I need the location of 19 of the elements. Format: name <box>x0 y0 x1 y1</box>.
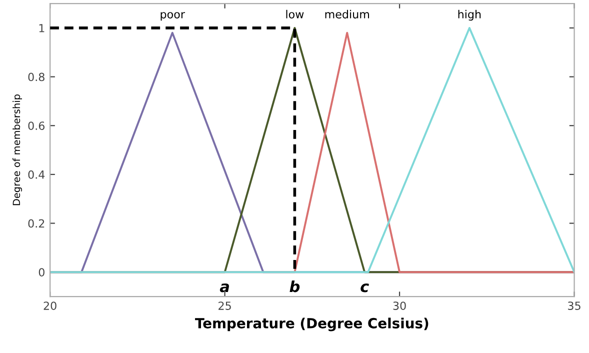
series-label: low <box>286 10 304 18</box>
series-label: poor <box>160 12 185 21</box>
y-tick-label: 0.8 <box>28 72 44 82</box>
series-label: high <box>458 10 481 21</box>
y-tick-label: 1 <box>39 24 44 32</box>
series-label: medium <box>325 10 370 18</box>
y-tick-label: 0.4 <box>28 170 45 179</box>
y-tick-label: 0.2 <box>28 219 44 228</box>
x-axis-title: Temperature (Degree Celsius) <box>195 318 428 332</box>
y-axis-title: Degree of membership <box>12 94 22 206</box>
x-tick-label: 35 <box>568 302 580 310</box>
x-tick-label: 30 <box>393 302 406 310</box>
x-tick-label: 25 <box>218 302 231 310</box>
annotation: b <box>290 280 300 292</box>
y-tick-label: 0.6 <box>28 122 45 130</box>
y-tick-label: 0 <box>38 268 44 276</box>
annotation: a <box>220 283 229 292</box>
x-tick-label: 20 <box>44 302 56 310</box>
annotation: c <box>360 283 369 292</box>
